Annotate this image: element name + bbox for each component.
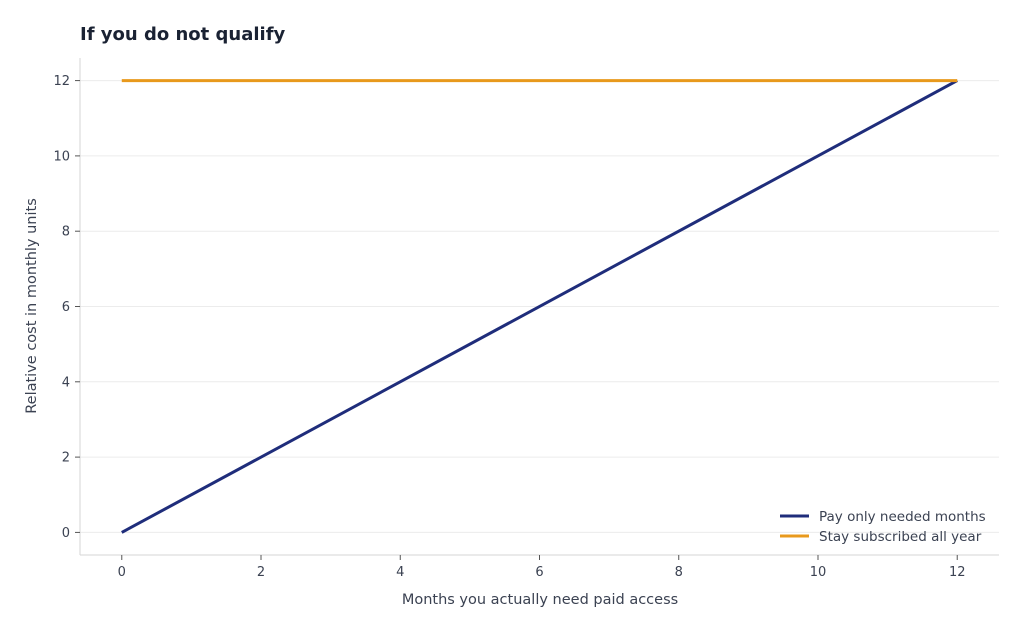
y-axis-ticks: 0 2 4 6 8 10 12 <box>53 74 80 541</box>
x-tick-label: 6 <box>535 565 543 580</box>
x-axis-label: Months you actually need paid access <box>402 592 678 608</box>
chart-title: If you do not qualify <box>80 24 286 45</box>
x-tick-label: 2 <box>257 565 265 580</box>
y-tick-label: 10 <box>53 149 70 164</box>
x-tick-label: 10 <box>810 565 827 580</box>
x-tick-label: 0 <box>118 565 126 580</box>
legend-label: Stay subscribed all year <box>819 529 982 545</box>
legend-label: Pay only needed months <box>819 509 986 525</box>
y-tick-label: 2 <box>62 451 70 466</box>
x-tick-label: 8 <box>675 565 683 580</box>
series-line-1 <box>121 79 958 534</box>
legend: Pay only needed months Stay subscribed al… <box>780 509 986 545</box>
x-axis-ticks: 0 2 4 6 8 10 12 <box>118 555 966 580</box>
x-tick-label: 12 <box>949 565 966 580</box>
y-tick-label: 8 <box>62 225 70 240</box>
y-tick-label: 4 <box>62 375 70 390</box>
y-tick-label: 0 <box>62 526 70 541</box>
plot-series <box>121 79 958 534</box>
x-tick-label: 4 <box>396 565 404 580</box>
y-axis-label: Relative cost in monthly units <box>24 198 40 414</box>
y-tick-label: 6 <box>62 300 70 315</box>
y-tick-label: 12 <box>53 74 70 89</box>
